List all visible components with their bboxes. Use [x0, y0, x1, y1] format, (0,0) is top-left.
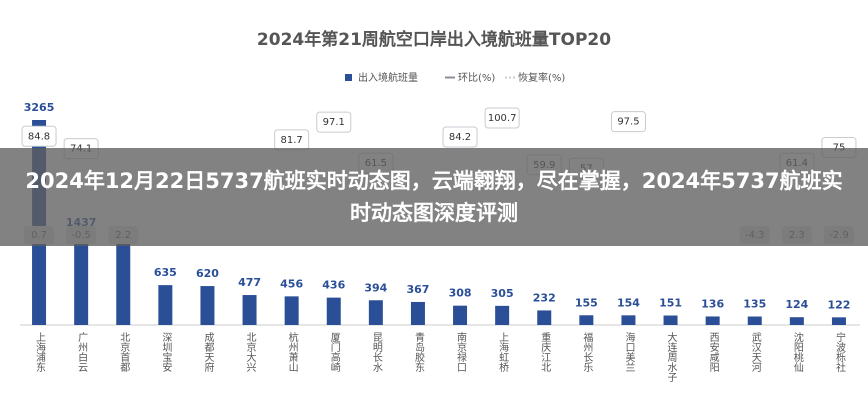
recovery-label: 84.2	[449, 132, 471, 143]
recovery-box	[484, 107, 520, 129]
x-tick-label: 重庆江北	[539, 331, 551, 372]
legend-label: 环比(%)	[458, 72, 495, 84]
legend-swatch	[345, 74, 352, 81]
x-tick-label: 广州白云	[76, 332, 88, 373]
recovery-box	[21, 125, 57, 147]
legend-label: 出入境航班量	[358, 71, 418, 84]
bar-value-label: 135	[743, 298, 766, 311]
bar-value-label: 620	[196, 267, 219, 280]
bar-value-label: 308	[449, 287, 472, 300]
bar-value-label: 3265	[24, 101, 55, 114]
bar	[705, 316, 720, 325]
x-tick-label: 上海浦东	[34, 332, 46, 372]
bar-value-label: 232	[533, 291, 556, 304]
recovery-label: 84.8	[28, 131, 50, 142]
x-tick-label: 沈阳桃仙	[791, 331, 803, 372]
bar-value-label: 394	[364, 281, 387, 294]
legend-label: 恢复率(%)	[518, 71, 565, 84]
x-tick-label: 西安咸阳	[707, 332, 719, 372]
recovery-box	[610, 111, 646, 133]
bar	[495, 305, 510, 325]
bar-value-label: 124	[785, 298, 808, 311]
bar	[326, 297, 341, 325]
recovery-box	[442, 126, 478, 148]
x-tick-label: 杭州萧山	[286, 331, 298, 372]
bar-value-label: 151	[659, 297, 682, 310]
bar	[242, 295, 257, 325]
bar	[621, 315, 636, 325]
bar	[368, 300, 383, 325]
x-tick-label: 厦门高崎	[328, 332, 340, 372]
x-tick-label: 深圳宝安	[160, 332, 172, 373]
bar-value-label: 456	[280, 277, 303, 290]
bar	[116, 243, 131, 325]
bar-value-label: 136	[701, 297, 724, 310]
x-tick-label: 青岛胶东	[412, 331, 424, 372]
bar	[453, 305, 468, 325]
x-tick-label: 昆明长水	[370, 332, 382, 372]
x-tick-label: 大连周水子	[665, 331, 677, 382]
bar-value-label: 305	[491, 287, 514, 300]
bar-value-label: 635	[154, 266, 177, 279]
bar	[537, 310, 552, 325]
recovery-label: 100.7	[488, 113, 517, 124]
bar-value-label: 154	[617, 296, 640, 309]
x-tick-label: 武汉天河	[749, 331, 761, 372]
x-tick-label: 成都天府	[202, 332, 214, 373]
bar	[410, 301, 425, 325]
bar-value-label: 367	[406, 283, 429, 296]
bar	[789, 317, 804, 325]
bar	[158, 285, 173, 325]
bar-value-label: 436	[322, 279, 345, 292]
x-tick-label: 海口美兰	[623, 331, 635, 372]
x-tick-label: 南京禄口	[455, 331, 467, 372]
bar-value-label: 155	[575, 296, 598, 309]
x-tick-label: 福州长乐	[581, 331, 593, 372]
bar	[200, 286, 215, 325]
bar	[74, 234, 89, 325]
recovery-label: 81.7	[281, 135, 303, 146]
bar-value-label: 122	[827, 298, 850, 311]
bar	[579, 315, 594, 325]
x-tick-label: 北京大兴	[244, 332, 256, 373]
bar	[663, 315, 678, 325]
x-tick-label: 宁波栎社	[833, 331, 845, 373]
headline: 2024年12月22日5737航班实时动态图，云端翱翔，尽在掌握，2024年57…	[25, 169, 843, 225]
recovery-box	[316, 111, 352, 133]
x-tick-label: 上海虹桥	[497, 332, 509, 373]
bar	[284, 296, 299, 325]
recovery-label: 97.1	[323, 117, 345, 128]
bar	[747, 316, 762, 325]
headline-banner: 2024年12月22日5737航班实时动态图，云端翱翔，尽在掌握，2024年57…	[0, 148, 868, 246]
recovery-label: 97.5	[617, 117, 639, 128]
chart-title: 2024年第21周航空口岸出入境航班量TOP20	[257, 29, 611, 50]
bar	[831, 317, 846, 325]
x-tick-label: 北京首都	[118, 332, 130, 373]
bar-value-label: 477	[238, 276, 261, 289]
